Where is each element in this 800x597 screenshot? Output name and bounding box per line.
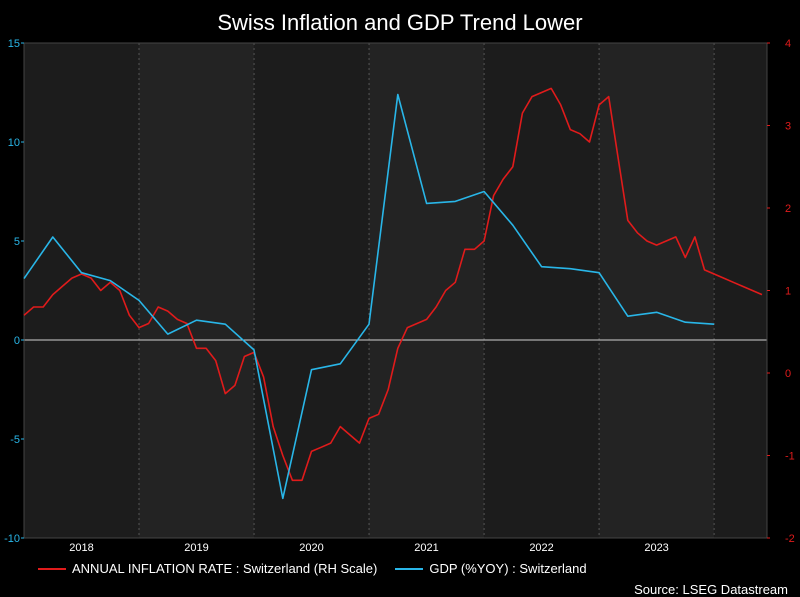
x-tick-label: 2019 xyxy=(184,542,208,554)
source-note: Source: LSEG Datastream xyxy=(634,582,788,597)
gdp-series-line xyxy=(23,93,715,500)
x-tick-label: 2022 xyxy=(529,542,553,554)
plot-band xyxy=(24,43,140,538)
plot-band xyxy=(139,43,255,538)
y-left-tick-label: 5 xyxy=(14,236,20,248)
y-left-tick-label: 10 xyxy=(8,137,20,149)
y-right-tick-label: 0 xyxy=(785,368,791,380)
y-right-tick-label: 4 xyxy=(785,38,791,50)
legend-swatch-inflation xyxy=(38,567,66,570)
y-left-tick-label: -5 xyxy=(10,434,20,446)
plot-band xyxy=(714,43,767,538)
y-right-tick-label: -1 xyxy=(785,451,795,463)
y-left-tick-label: 0 xyxy=(14,335,20,347)
y-right-tick-label: 1 xyxy=(785,286,791,298)
x-tick-label: 2023 xyxy=(644,542,668,554)
legend-label-gdp: GDP (%YOY) : Switzerland xyxy=(429,561,587,576)
y-right-tick-label: 2 xyxy=(785,203,791,215)
plot-band xyxy=(599,43,715,538)
legend-item-inflation: ANNUAL INFLATION RATE : Switzerland (RH … xyxy=(38,561,377,576)
legend-swatch-gdp xyxy=(395,567,424,570)
plot-band xyxy=(369,43,485,538)
legend: ANNUAL INFLATION RATE : Switzerland (RH … xyxy=(38,561,605,576)
legend-label-inflation: ANNUAL INFLATION RATE : Switzerland (RH … xyxy=(72,561,378,576)
inflation-series-line xyxy=(23,87,763,482)
y-left-tick-label: -10 xyxy=(4,533,20,545)
chart-title: Swiss Inflation and GDP Trend Lower xyxy=(217,10,583,35)
x-tick-label: 2020 xyxy=(299,542,323,554)
y-left-tick-label: 15 xyxy=(8,38,20,50)
legend-item-gdp: GDP (%YOY) : Switzerland xyxy=(395,561,587,576)
y-right-tick-label: -2 xyxy=(785,533,795,545)
plot-band xyxy=(254,43,370,538)
y-right-tick-label: 3 xyxy=(785,121,791,133)
x-tick-label: 2018 xyxy=(69,542,93,554)
x-tick-label: 2021 xyxy=(414,542,438,554)
plot-band xyxy=(484,43,600,538)
